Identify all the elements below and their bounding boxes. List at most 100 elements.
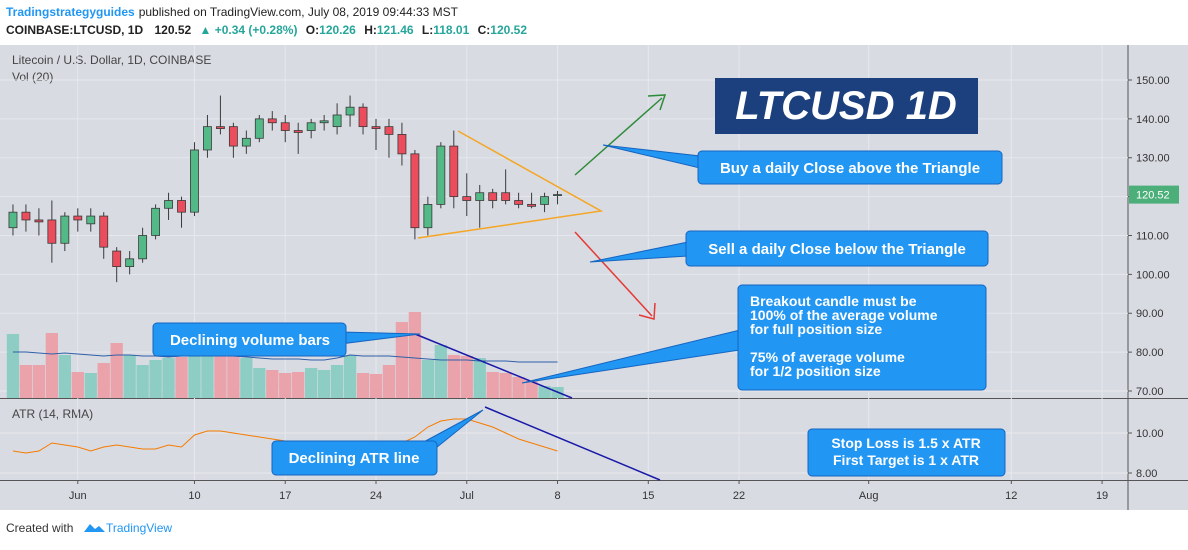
- atr-trendline: [484, 406, 661, 481]
- l: 118.01: [433, 23, 469, 37]
- chart-title: Litecoin / U.S. Dollar, 1D, COINBASE: [12, 53, 211, 67]
- y-tick-label: 140.00: [1136, 114, 1170, 126]
- callout-box: [807, 428, 1006, 477]
- callout-box: [685, 230, 989, 267]
- header-quote: COINBASE:LTCUSD, 1D 120.52 ▲ +0.34 (+0.2…: [6, 23, 527, 37]
- x-tick-label: 24: [370, 490, 382, 502]
- sell-arrow-head: [638, 302, 656, 320]
- volume-bar: [382, 365, 396, 398]
- volume-bar: [525, 380, 538, 398]
- drawings: LTCUSD 1D Buy a daily Close above the Tr…: [152, 78, 1006, 481]
- y-tick-label: 150.00: [1136, 75, 1170, 87]
- candle-body: [462, 196, 472, 201]
- candle-body: [177, 200, 186, 213]
- candle-body: [345, 106, 355, 116]
- volume-bar: [6, 334, 20, 398]
- callout-box: [271, 440, 438, 476]
- candle-body: [86, 215, 96, 225]
- candle-body: [73, 215, 83, 221]
- callout-line: First Target is 1 x ATR: [833, 452, 979, 468]
- y-tick-label: 70.00: [1136, 386, 1164, 398]
- volume-bar: [97, 363, 110, 398]
- c: 120.52: [490, 23, 527, 37]
- volume-bar: [71, 372, 84, 398]
- volume-bar: [447, 355, 460, 398]
- volume-bar: [32, 365, 46, 398]
- last: 120.52: [154, 23, 191, 37]
- x-tick-label: Jul: [460, 490, 474, 502]
- volume-bar: [123, 355, 136, 398]
- candle-body: [215, 126, 225, 129]
- volume-bar: [227, 355, 240, 398]
- candle-body: [125, 258, 135, 267]
- candle-body: [306, 122, 316, 131]
- candle-body: [112, 250, 122, 267]
- y-tick-label: 110.00: [1136, 230, 1169, 242]
- volume-bar: [19, 365, 33, 398]
- buy-arrow-head: [647, 94, 667, 111]
- candle-body: [60, 215, 70, 244]
- time-axis: [0, 480, 1128, 510]
- volume-bar: [188, 350, 201, 398]
- volume-bar: [305, 368, 318, 398]
- candle-body: [527, 203, 537, 207]
- candle-body: [34, 219, 44, 223]
- candle-body: [228, 126, 238, 147]
- volume-bar: [408, 312, 422, 398]
- volume-bar: [538, 386, 551, 398]
- header-author[interactable]: Tradingstrategyguides: [6, 5, 135, 19]
- volume-bar: [369, 374, 383, 398]
- volume-bar: [84, 373, 97, 398]
- callout-box: [152, 322, 347, 357]
- price-axis: [1128, 45, 1188, 510]
- candle-body: [423, 203, 433, 229]
- volume-bar: [45, 333, 59, 398]
- volume-bar: [473, 358, 486, 398]
- volume-bar: [317, 370, 331, 398]
- callout-text: Sell a daily Close below the Triangle: [708, 241, 966, 258]
- volume-bar: [460, 356, 473, 398]
- o-label: O:: [306, 23, 319, 37]
- callout-line: for full position size: [750, 321, 882, 337]
- volume-bar: [175, 357, 188, 398]
- callout-line: Breakout candle must be: [750, 293, 917, 309]
- callout-line: 100% of the average volume: [750, 307, 938, 323]
- candle-body: [397, 134, 407, 155]
- candle-body: [190, 149, 199, 213]
- volume-bar: [279, 373, 292, 398]
- volume-bar: [330, 365, 344, 398]
- candle-body: [241, 137, 251, 147]
- x-tick-label: Jun: [69, 490, 87, 502]
- footer-brand[interactable]: TradingView: [106, 521, 172, 535]
- volume-label: Vol (20): [12, 70, 53, 84]
- volume-bar: [356, 373, 370, 398]
- callout-line: 75% of average volume: [750, 349, 905, 365]
- header-published: published on TradingView.com, July 08, 2…: [139, 5, 459, 19]
- volume-bar: [292, 372, 305, 398]
- x-tick-label: 15: [642, 490, 654, 502]
- candle-body: [384, 126, 394, 135]
- x-tick-label: 17: [279, 490, 291, 502]
- volume-trendline: [414, 333, 573, 399]
- candle-body: [203, 126, 212, 151]
- volume-bar: [343, 355, 357, 398]
- candle-body: [475, 192, 485, 201]
- candle-body: [164, 200, 173, 209]
- symbol: COINBASE:LTCUSD, 1D: [6, 23, 143, 37]
- h: 121.46: [377, 23, 414, 37]
- volume-bar: [253, 368, 266, 398]
- volume-bar: [214, 352, 227, 398]
- last-price-label: 120.52: [1136, 190, 1170, 202]
- o: 120.26: [319, 23, 356, 37]
- candle-body: [319, 120, 329, 124]
- y-tick-label: 130.00: [1136, 153, 1170, 165]
- volume-bar: [266, 370, 279, 398]
- candle-body: [371, 126, 381, 129]
- candle-body: [8, 211, 18, 229]
- candle-body: [514, 200, 524, 205]
- callout-text: Buy a daily Close above the Triangle: [720, 160, 980, 177]
- volume-bar: [162, 358, 175, 398]
- y-tick-label: 80.00: [1136, 347, 1164, 359]
